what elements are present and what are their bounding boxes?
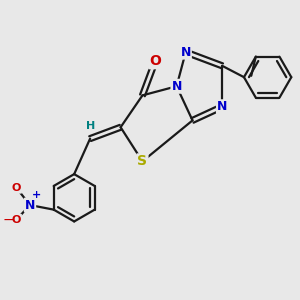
Text: O: O xyxy=(149,54,161,68)
Text: −: − xyxy=(2,213,14,226)
Text: S: S xyxy=(137,154,148,168)
Text: H: H xyxy=(86,121,96,131)
Text: N: N xyxy=(181,46,191,59)
Text: N: N xyxy=(217,100,227,113)
Text: N: N xyxy=(25,199,35,212)
Text: N: N xyxy=(171,80,182,93)
Text: O: O xyxy=(12,183,21,193)
Text: +: + xyxy=(32,190,41,200)
Text: O: O xyxy=(12,214,21,225)
